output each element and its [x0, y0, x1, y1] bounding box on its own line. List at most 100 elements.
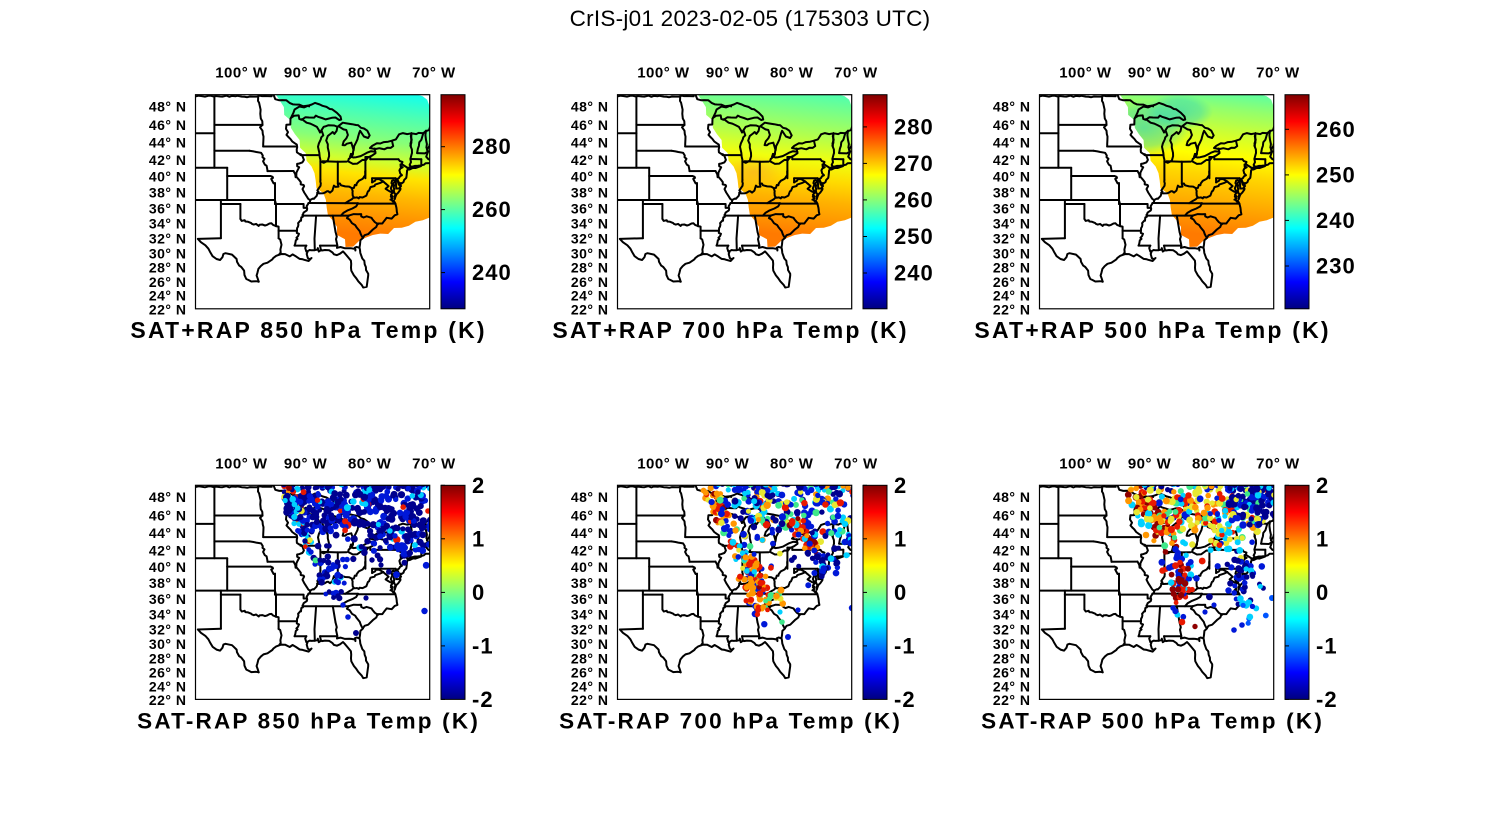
svg-text:34° N: 34° N — [571, 216, 609, 232]
svg-text:SAT-RAP 850 hPa Temp (K): SAT-RAP 850 hPa Temp (K) — [137, 709, 480, 734]
svg-text:240: 240 — [472, 260, 512, 285]
svg-text:24° N: 24° N — [993, 678, 1031, 694]
svg-text:42° N: 42° N — [993, 542, 1031, 558]
svg-text:22° N: 22° N — [149, 301, 187, 317]
svg-text:32° N: 32° N — [571, 231, 609, 247]
svg-text:26° N: 26° N — [571, 274, 609, 290]
svg-text:32° N: 32° N — [993, 231, 1031, 247]
svg-text:48° N: 48° N — [149, 489, 187, 505]
svg-text:260: 260 — [1316, 117, 1356, 142]
svg-text:32° N: 32° N — [571, 621, 609, 637]
svg-text:26° N: 26° N — [571, 664, 609, 680]
svg-text:24° N: 24° N — [571, 288, 609, 304]
svg-text:34° N: 34° N — [993, 606, 1031, 622]
svg-text:0: 0 — [472, 580, 485, 605]
svg-text:32° N: 32° N — [149, 231, 187, 247]
svg-text:38° N: 38° N — [993, 575, 1031, 591]
svg-text:90° W: 90° W — [706, 65, 750, 82]
svg-text:48° N: 48° N — [993, 98, 1031, 114]
svg-text:90° W: 90° W — [284, 455, 328, 472]
svg-text:26° N: 26° N — [993, 274, 1031, 290]
svg-text:24° N: 24° N — [149, 288, 187, 304]
svg-text:48° N: 48° N — [149, 98, 187, 114]
svg-text:40° N: 40° N — [149, 559, 187, 575]
svg-text:22° N: 22° N — [993, 301, 1031, 317]
svg-text:46° N: 46° N — [993, 507, 1031, 523]
svg-text:-2: -2 — [472, 687, 494, 712]
svg-text:240: 240 — [1316, 208, 1356, 233]
svg-text:270: 270 — [894, 151, 934, 176]
svg-text:24° N: 24° N — [993, 288, 1031, 304]
svg-text:46° N: 46° N — [993, 117, 1031, 133]
svg-text:1: 1 — [472, 526, 485, 551]
svg-text:40° N: 40° N — [571, 169, 609, 185]
svg-text:38° N: 38° N — [571, 185, 609, 201]
svg-text:36° N: 36° N — [149, 591, 187, 607]
svg-text:28° N: 28° N — [993, 260, 1031, 276]
svg-text:100° W: 100° W — [1059, 65, 1112, 82]
svg-text:-2: -2 — [894, 687, 916, 712]
svg-text:44° N: 44° N — [993, 135, 1031, 151]
svg-text:90° W: 90° W — [284, 65, 328, 82]
svg-text:30° N: 30° N — [993, 636, 1031, 652]
svg-text:40° N: 40° N — [571, 559, 609, 575]
svg-text:26° N: 26° N — [993, 664, 1031, 680]
svg-text:40° N: 40° N — [993, 559, 1031, 575]
svg-text:260: 260 — [894, 187, 934, 212]
svg-text:36° N: 36° N — [993, 591, 1031, 607]
svg-text:70° W: 70° W — [834, 65, 878, 82]
svg-text:22° N: 22° N — [571, 692, 609, 708]
svg-text:46° N: 46° N — [571, 117, 609, 133]
svg-text:44° N: 44° N — [149, 135, 187, 151]
svg-text:36° N: 36° N — [571, 200, 609, 216]
svg-text:34° N: 34° N — [149, 606, 187, 622]
svg-text:SAT+RAP 850 hPa Temp (K): SAT+RAP 850 hPa Temp (K) — [130, 317, 486, 343]
svg-text:2: 2 — [1316, 473, 1329, 498]
svg-text:38° N: 38° N — [571, 575, 609, 591]
svg-text:22° N: 22° N — [993, 692, 1031, 708]
svg-text:30° N: 30° N — [149, 245, 187, 261]
svg-text:28° N: 28° N — [571, 650, 609, 666]
svg-text:24° N: 24° N — [571, 678, 609, 694]
svg-text:26° N: 26° N — [149, 274, 187, 290]
svg-text:32° N: 32° N — [149, 621, 187, 637]
svg-text:70° W: 70° W — [1256, 65, 1300, 82]
svg-text:SAT-RAP 500 hPa Temp (K): SAT-RAP 500 hPa Temp (K) — [981, 709, 1324, 734]
svg-text:38° N: 38° N — [993, 185, 1031, 201]
svg-text:-1: -1 — [894, 633, 916, 658]
svg-text:42° N: 42° N — [571, 542, 609, 558]
svg-text:-2: -2 — [1316, 687, 1338, 712]
svg-text:0: 0 — [1316, 580, 1329, 605]
svg-text:44° N: 44° N — [993, 525, 1031, 541]
svg-text:100° W: 100° W — [637, 455, 690, 472]
svg-text:250: 250 — [894, 224, 934, 249]
svg-text:38° N: 38° N — [149, 575, 187, 591]
svg-text:30° N: 30° N — [571, 636, 609, 652]
svg-text:40° N: 40° N — [993, 169, 1031, 185]
svg-text:34° N: 34° N — [993, 216, 1031, 232]
svg-text:48° N: 48° N — [571, 98, 609, 114]
svg-text:2: 2 — [472, 473, 485, 498]
svg-text:46° N: 46° N — [571, 507, 609, 523]
svg-text:90° W: 90° W — [1128, 65, 1172, 82]
svg-text:36° N: 36° N — [571, 591, 609, 607]
svg-text:22° N: 22° N — [571, 301, 609, 317]
svg-text:SAT+RAP 700 hPa Temp (K): SAT+RAP 700 hPa Temp (K) — [552, 317, 908, 343]
svg-text:SAT-RAP 700 hPa Temp (K): SAT-RAP 700 hPa Temp (K) — [559, 709, 902, 734]
svg-text:90° W: 90° W — [706, 455, 750, 472]
svg-text:-1: -1 — [472, 633, 494, 658]
svg-text:80° W: 80° W — [1192, 65, 1236, 82]
svg-text:80° W: 80° W — [348, 455, 392, 472]
svg-text:0: 0 — [894, 580, 907, 605]
svg-text:28° N: 28° N — [149, 260, 187, 276]
svg-text:32° N: 32° N — [993, 621, 1031, 637]
svg-text:30° N: 30° N — [571, 245, 609, 261]
svg-text:48° N: 48° N — [993, 489, 1031, 505]
svg-text:46° N: 46° N — [149, 507, 187, 523]
svg-text:46° N: 46° N — [149, 117, 187, 133]
svg-text:80° W: 80° W — [770, 455, 814, 472]
svg-text:30° N: 30° N — [993, 245, 1031, 261]
svg-text:100° W: 100° W — [637, 65, 690, 82]
svg-text:-1: -1 — [1316, 633, 1338, 658]
svg-text:44° N: 44° N — [571, 135, 609, 151]
